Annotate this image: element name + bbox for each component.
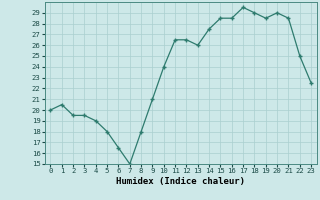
X-axis label: Humidex (Indice chaleur): Humidex (Indice chaleur) [116,177,245,186]
